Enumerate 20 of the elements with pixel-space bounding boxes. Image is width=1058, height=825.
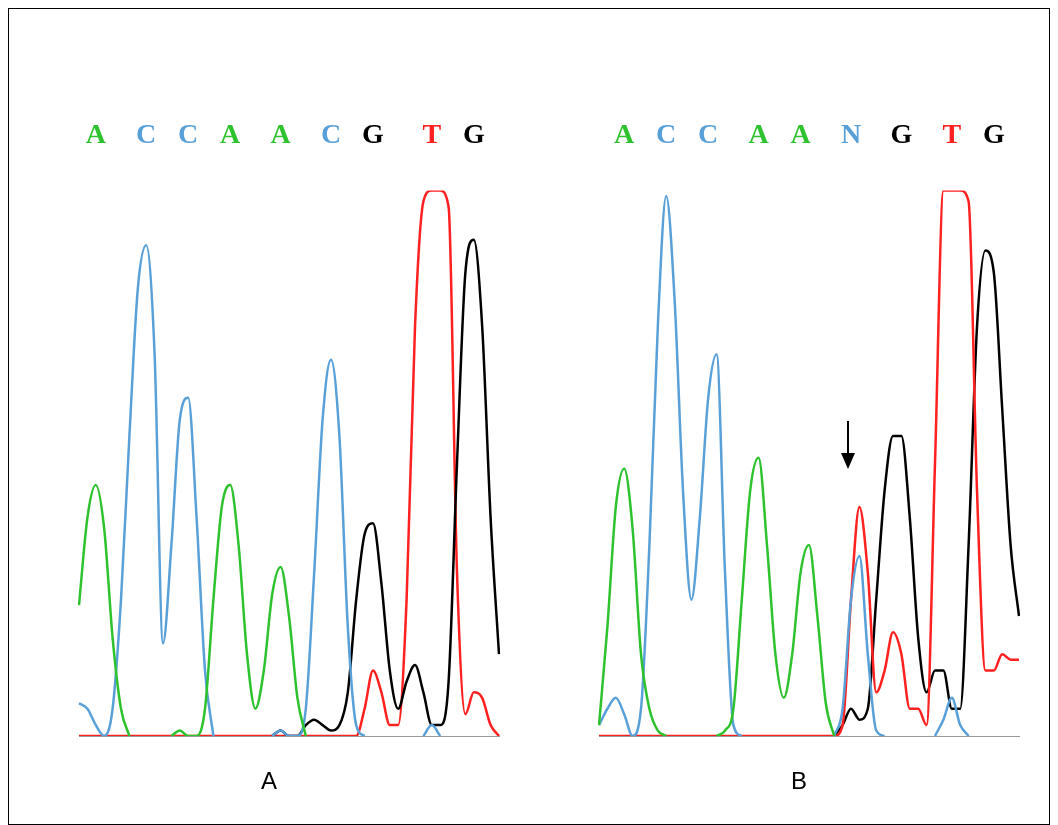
x-axis-title: A [260, 767, 278, 795]
x-tick-label: C [178, 118, 199, 150]
x-tick-label: A [614, 118, 636, 150]
x-tick-label: A [220, 118, 242, 150]
x-axis-title: B [790, 767, 808, 795]
x-tick-label: C [698, 118, 719, 150]
x-tick-label: A [790, 118, 812, 150]
x-tick-label: T [942, 118, 962, 150]
x-tick-label: G [890, 118, 913, 150]
x-tick-label: N [840, 118, 862, 150]
x-tick-label: G [362, 118, 385, 150]
x-tick-label: T [422, 118, 442, 150]
x-tick-label: A [748, 118, 770, 150]
x-tick-label: A [270, 118, 292, 150]
x-tick-label: C [136, 118, 157, 150]
x-tick-label: G [462, 118, 485, 150]
x-tick-label: G [982, 118, 1005, 150]
x-tick-label: C [320, 118, 342, 150]
x-tick-label: C [656, 118, 677, 150]
x-tick-label: A [85, 118, 107, 150]
